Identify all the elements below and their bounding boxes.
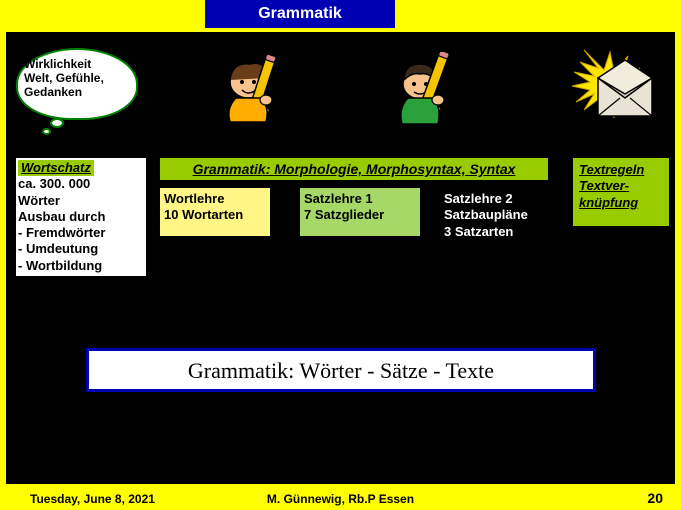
- textregeln-line: knüpfung: [579, 195, 638, 210]
- wortschatz-block: Wortschatz ca. 300. 000 Wörter Ausbau du…: [16, 158, 146, 276]
- wortschatz-line: - Fremdwörter: [18, 225, 105, 240]
- footer-author: M. Günnewig, Rb.P Essen: [0, 492, 681, 506]
- textregeln-box: Textregeln Textver- knüpfung: [573, 158, 669, 226]
- textregeln-line: Textver-: [579, 178, 629, 193]
- textregeln-line: Textregeln: [579, 162, 644, 177]
- wortschatz-line: - Wortbildung: [18, 258, 102, 273]
- wortschatz-line: ca. 300. 000: [18, 176, 90, 191]
- footer-page-number: 20: [647, 490, 663, 506]
- cloud-line: Gedanken: [24, 86, 130, 100]
- subbox-satzlehre1: Satzlehre 1 7 Satzglieder: [300, 188, 420, 236]
- wortschatz-header: Wortschatz: [18, 160, 94, 176]
- kid-pencil-icon: [216, 52, 296, 130]
- kid-pencil-icon: [386, 52, 466, 130]
- cloud-line: Wirklichkeit: [24, 58, 130, 72]
- wortschatz-line: Ausbau durch: [18, 209, 105, 224]
- subbox-line: 10 Wortarten: [164, 207, 243, 222]
- subbox-line: Wortlehre: [164, 191, 224, 206]
- subbox-line: Satzbaupläne: [444, 207, 528, 222]
- subbox-line: Satzlehre 2: [444, 191, 513, 206]
- cloud-tail: [50, 118, 64, 128]
- cloud-tail: [42, 128, 51, 135]
- slide-title: Grammatik: [205, 0, 395, 28]
- thought-cloud: Wirklichkeit Welt, Gefühle, Gedanken: [16, 48, 138, 120]
- grammatik-header: Grammatik: Morphologie, Morphosyntax, Sy…: [160, 158, 548, 180]
- wortschatz-line: - Umdeutung: [18, 241, 98, 256]
- subbox-wortlehre: Wortlehre 10 Wortarten: [160, 188, 270, 236]
- subbox-line: 7 Satzglieder: [304, 207, 384, 222]
- subbox-line: Satzlehre 1: [304, 191, 373, 206]
- frame-right: [675, 32, 681, 500]
- subbox-satzlehre2: Satzlehre 2 Satzbaupläne 3 Satzarten: [440, 188, 548, 236]
- envelope-star-icon: [570, 48, 662, 128]
- summary-box: Grammatik: Wörter - Sätze - Texte: [86, 348, 596, 392]
- wortschatz-line: Wörter: [18, 193, 60, 208]
- cloud-line: Welt, Gefühle,: [24, 72, 130, 86]
- subbox-line: 3 Satzarten: [444, 224, 513, 239]
- frame-left: [0, 32, 6, 500]
